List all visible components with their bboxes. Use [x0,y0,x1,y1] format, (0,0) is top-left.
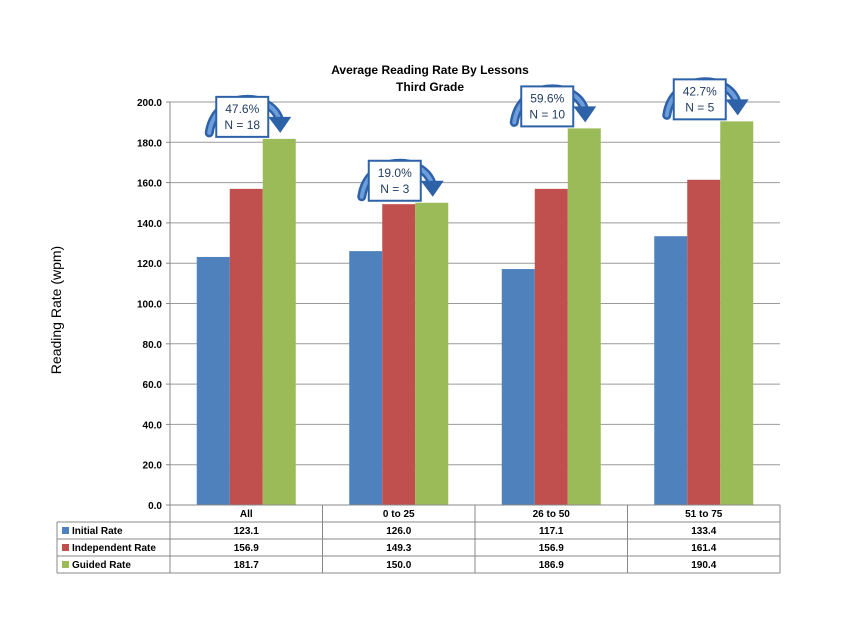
y-tick-label: 100.0 [137,300,162,311]
annotation-n: N = 10 [529,107,565,121]
y-tick-label: 140.0 [137,219,162,230]
data-label: 126.0 [386,526,411,537]
chart-subtitle: Third Grade [396,80,464,94]
data-label: 161.4 [691,543,716,554]
annotation-percent: 42.7% [683,84,717,98]
category-label: All [240,509,253,520]
y-tick-label: 20.0 [143,461,163,472]
category-label: 51 to 75 [685,509,723,520]
bar-guided-rate [720,121,754,506]
legend-label: Guided Rate [72,560,131,571]
arrow-head-icon [420,180,444,197]
annotations: 47.6% N = 18 19.0% N = 3 59.6% N = 10 42.7% N =… [204,77,749,202]
category-label: 0 to 25 [383,509,415,520]
bar-independent-rate [534,188,568,505]
data-label: 156.9 [539,543,564,554]
annotation-n: N = 3 [380,182,409,196]
legend-swatch [62,561,69,568]
chart-title: Average Reading Rate By Lessons [331,63,529,77]
data-label: 186.9 [539,560,564,571]
data-label: 181.7 [234,560,259,571]
bars [196,121,754,506]
annotation-box [367,159,422,202]
bar-initial-rate [349,251,383,505]
data-label: 150.0 [386,560,411,571]
bar-guided-rate [262,138,296,505]
annotation-n: N = 5 [685,100,714,114]
y-tick-label: 160.0 [137,179,162,190]
y-tick-label: 60.0 [143,380,163,391]
y-tick-label: 80.0 [143,340,163,351]
y-tick-label: 120.0 [137,259,162,270]
bar-independent-rate [229,188,263,505]
data-label: 190.4 [691,560,716,571]
bar-guided-rate [567,128,601,506]
annotation-percent: 59.6% [530,91,564,105]
data-label: 133.4 [691,526,716,537]
annotation-n: N = 18 [224,118,260,132]
legend-swatch [62,544,69,551]
annotation-percent: 19.0% [378,166,412,180]
data-label: 123.1 [234,526,259,537]
y-tick-label: 40.0 [143,420,163,431]
annotation-box [215,95,270,138]
y-tick-label: 0.0 [148,501,162,512]
arrow-head-icon [268,116,292,133]
bar-independent-rate [687,179,721,506]
data-label: 156.9 [234,543,259,554]
data-label: 117.1 [539,526,564,537]
legend-label: Initial Rate [72,526,123,537]
y-axis-label: Reading Rate (wpm) [48,246,64,374]
annotation-percent: 47.6% [225,102,259,116]
bar-initial-rate [654,236,688,505]
bar-guided-rate [415,202,449,505]
arrow-head-icon [725,99,749,116]
bar-independent-rate [382,204,416,505]
legend-label: Independent Rate [72,543,156,554]
legend-swatch [62,527,69,534]
bar-initial-rate [501,269,535,505]
annotation-box [520,85,575,128]
annotation-box [672,78,727,121]
arrow-head-icon [573,106,597,123]
y-tick-label: 180.0 [137,138,162,149]
category-label: 26 to 50 [533,509,571,520]
bar-initial-rate [196,256,230,505]
data-label: 149.3 [386,543,411,554]
y-tick-label: 200.0 [137,98,162,109]
data-table: All 0 to 25 26 to 50 51 to 75 Initial Rate 12… [56,504,781,574]
y-axis-ticks: 0.0 20.0 40.0 60.0 80.0 100.0 120.0 140.0 160.0 1… [137,98,162,512]
